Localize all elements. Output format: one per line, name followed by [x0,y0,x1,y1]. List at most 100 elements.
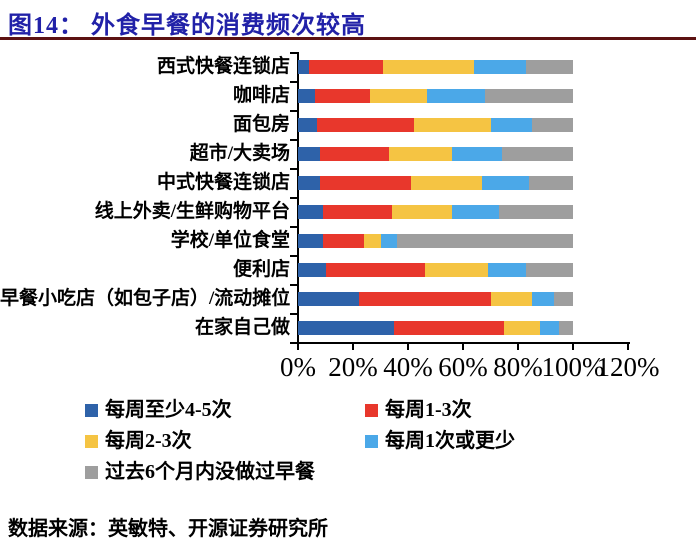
bar-segment [490,118,532,132]
x-tick-label: 0% [280,352,316,382]
bar-segment [358,292,491,306]
category-label: 早餐小吃店（如包子店）/流动摊位 [0,288,291,309]
y-axis-line [297,52,299,344]
y-axis-tick [290,52,297,54]
legend-item: 每周2-3次 [85,429,365,453]
bar-row [298,263,573,277]
x-axis-tick [297,344,299,350]
x-tick-label: 40% [383,352,433,382]
legend-swatch-icon [85,403,98,417]
x-tick-label: 20% [328,352,378,382]
bar-segment [325,263,425,277]
bar-segment [364,234,381,248]
bar-segment [452,205,499,219]
bar-segment [298,147,320,161]
bar-segment [314,89,370,103]
bar-segment [298,176,320,190]
category-label: 中式快餐连锁店 [156,172,290,193]
legend-label: 每周2-3次 [105,430,192,452]
bar-segment [369,89,428,103]
bar-segment [309,60,384,74]
legend-swatch-icon [85,434,98,448]
y-axis-tick [290,284,297,286]
y-axis-tick [290,255,297,257]
y-axis-tick [290,81,297,83]
legend-label: 每周至少4-5次 [105,399,232,421]
bar-segment [427,89,485,103]
x-axis-tick [352,344,354,350]
y-axis-tick [290,168,297,170]
bar-row [298,89,573,103]
bar-segment [298,60,309,74]
bar-segment [529,176,573,190]
legend-item: 每周至少4-5次 [85,398,365,422]
bar-row [298,60,573,74]
bar-row [298,176,573,190]
bar-segment [553,292,573,306]
bar-segment [320,147,389,161]
category-label: 在家自己做 [194,317,290,338]
bar-segment [397,234,573,248]
y-axis-tick [290,197,297,199]
category-label: 学校/单位食堂 [170,230,290,251]
bar-segment [298,89,315,103]
bar-segment [298,118,318,132]
y-axis-tick [290,110,297,112]
bar-row [298,147,573,161]
bar-segment [482,176,529,190]
category-label: 线上外卖/生鲜购物平台 [94,201,290,222]
x-axis-tick [517,344,519,350]
figure-title: 图14： 外食早餐的消费频次较高 [8,13,366,39]
legend-swatch-icon [85,465,98,479]
category-label: 便利店 [232,259,290,280]
y-axis-tick [290,226,297,228]
bar-segment [380,234,397,248]
y-axis-tick [290,342,297,344]
category-label: 面包房 [232,114,290,135]
bar-segment [501,147,573,161]
legend-label: 每周1-3次 [385,399,472,421]
bar-segment [504,321,540,335]
bar-segment [487,263,527,277]
y-axis-tick [290,139,297,141]
x-tick-label: 120% [596,352,660,382]
bar-segment [394,321,505,335]
x-axis-tick [462,344,464,350]
bar-segment [298,321,395,335]
legend-swatch-icon [365,434,378,448]
bar-segment [452,147,502,161]
bar-segment [531,292,554,306]
bar-segment [322,234,364,248]
bar-row [298,205,573,219]
bar-segment [317,118,414,132]
bar-segment [526,263,573,277]
bar-segment [410,176,483,190]
bar-segment [540,321,560,335]
bar-segment [298,205,323,219]
bar-row [298,292,573,306]
bar-segment [388,147,452,161]
category-label: 西式快餐连锁店 [156,56,290,77]
title-divider [0,37,696,40]
bar-segment [490,292,532,306]
legend-swatch-icon [365,403,378,417]
bar-segment [413,118,491,132]
bar-segment [531,118,573,132]
legend-item: 每周1-3次 [365,398,515,422]
bar-segment [298,263,326,277]
bar-segment [322,205,392,219]
bar-segment [298,292,359,306]
bar-row [298,321,573,335]
x-axis-tick [627,344,629,350]
y-axis-tick [290,313,297,315]
bar-segment [383,60,474,74]
x-axis-line [297,342,630,344]
bar-segment [526,60,573,74]
bar-segment [559,321,573,335]
bar-segment [498,205,573,219]
x-tick-label: 100% [541,352,605,382]
bar-segment [474,60,527,74]
source-note: 数据来源：英敏特、开源证券研究所 [8,518,328,540]
